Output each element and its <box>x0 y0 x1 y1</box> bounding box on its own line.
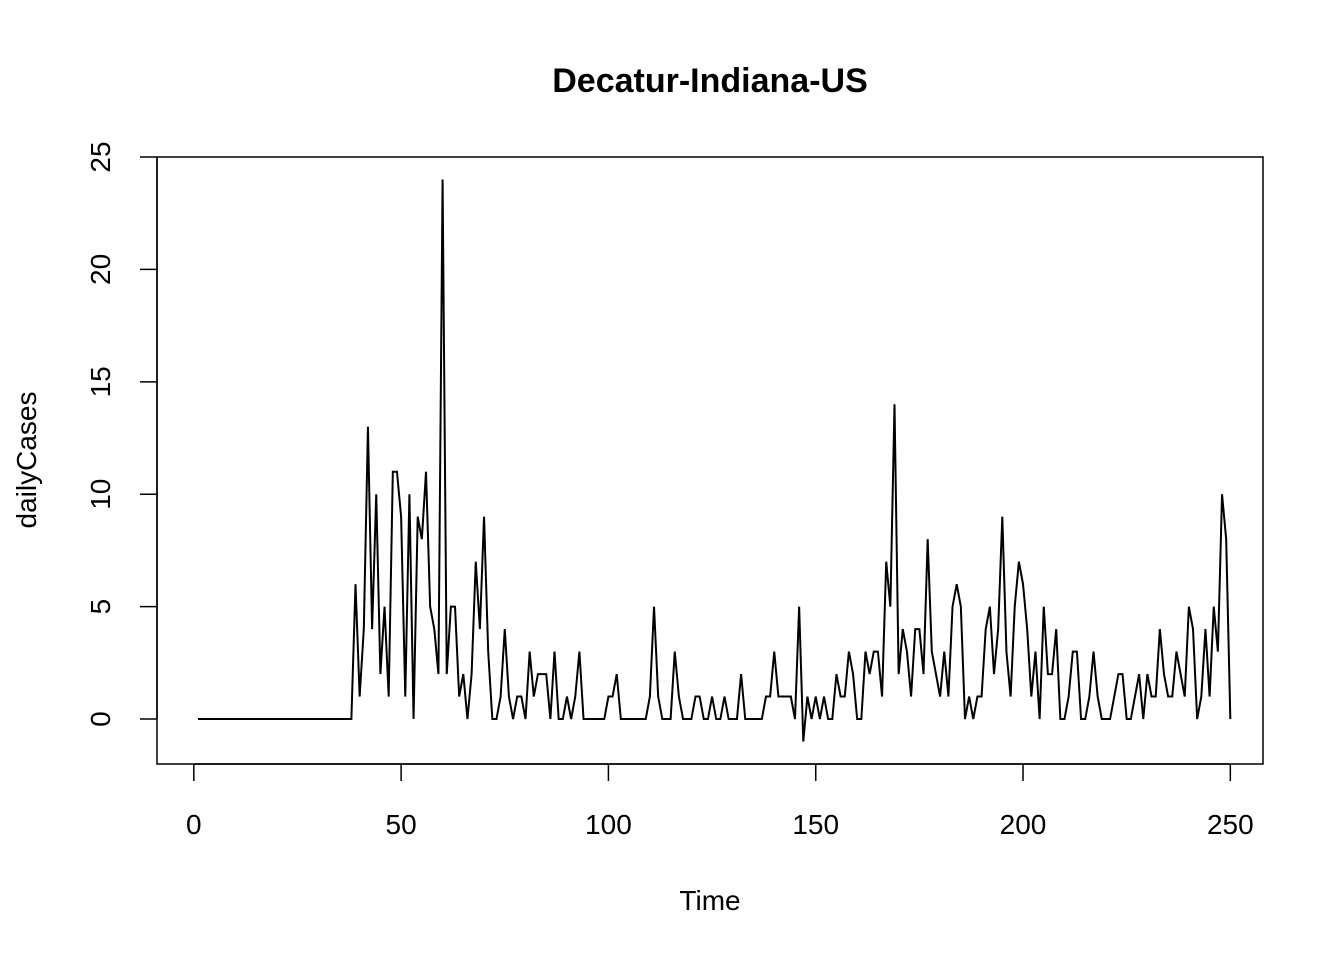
x-axis-label: Time <box>679 885 740 916</box>
y-axis: 0 5 10 15 20 25 <box>85 141 158 727</box>
chart-title: Decatur-Indiana-US <box>552 62 868 100</box>
plot-frame <box>156 156 1264 765</box>
x-tick-label: 150 <box>792 809 839 840</box>
y-tick-label: 20 <box>85 254 116 285</box>
x-tick-label: 100 <box>585 809 632 840</box>
x-tick-label: 250 <box>1207 809 1254 840</box>
series-line-daily-cases <box>197 179 1232 742</box>
y-tick-label: 25 <box>85 141 116 172</box>
y-tick-label: 0 <box>85 711 116 727</box>
x-tick-label: 0 <box>186 809 202 840</box>
y-tick-label: 15 <box>85 366 116 397</box>
x-axis: 0 50 100 150 200 250 <box>186 763 1254 840</box>
x-tick-label: 200 <box>1000 809 1047 840</box>
x-tick-label: 50 <box>386 809 417 840</box>
y-tick-label: 5 <box>85 599 116 615</box>
y-axis-label: dailyCases <box>11 392 42 529</box>
y-tick-label: 10 <box>85 479 116 510</box>
